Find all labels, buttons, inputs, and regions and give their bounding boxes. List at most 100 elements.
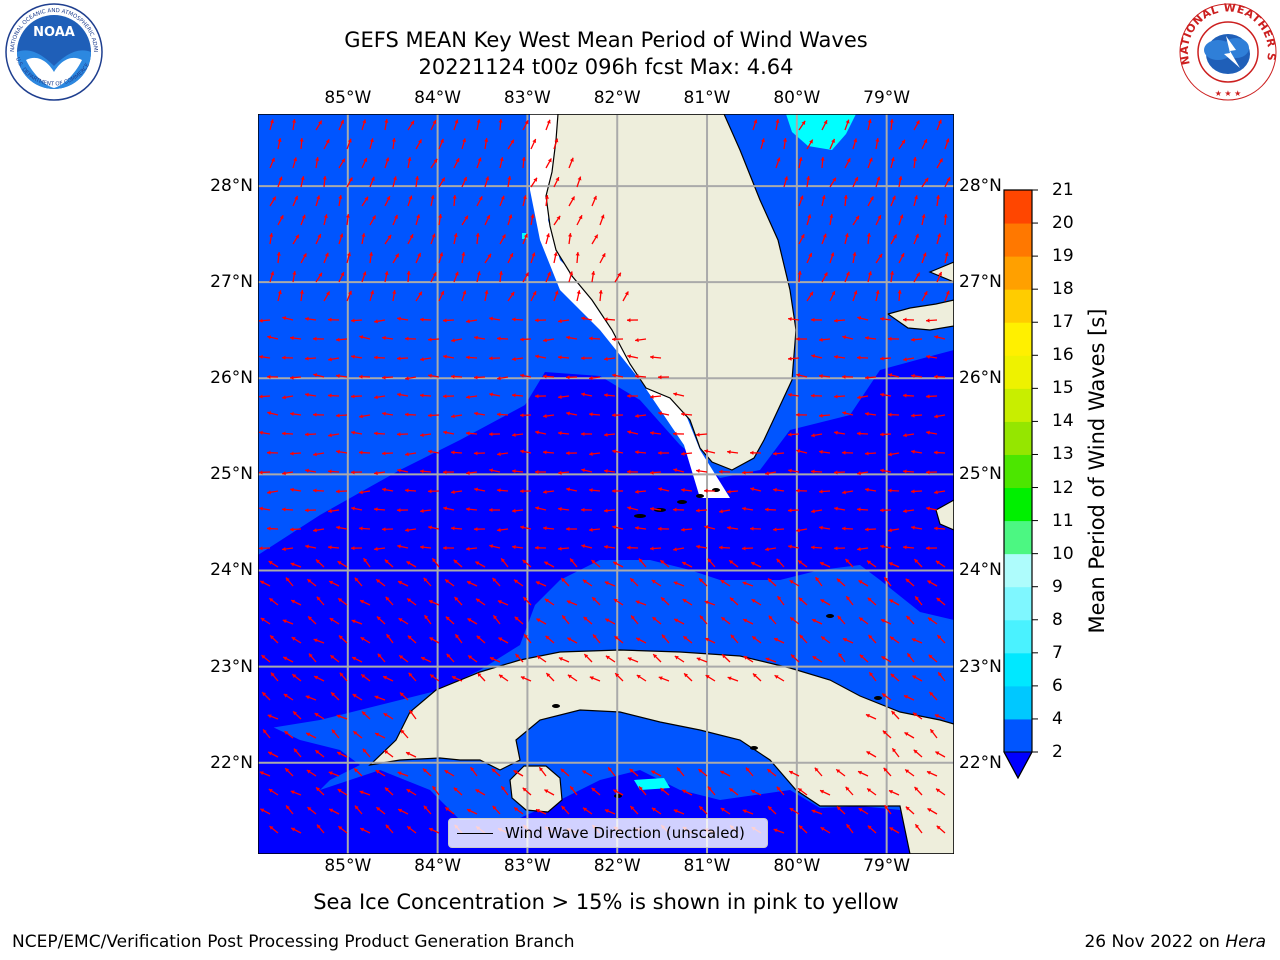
wave-direction-arrow [629, 768, 639, 777]
wave-direction-arrow [846, 823, 854, 834]
colorbar-tick-label: 18 [1052, 279, 1074, 300]
wave-direction-arrow [795, 412, 808, 417]
wave-direction-arrow [815, 576, 823, 587]
bottom-tick-label: 80°W [773, 856, 821, 876]
left-tick-label: 28°N [210, 176, 253, 197]
wave-direction-arrow [864, 375, 877, 380]
wave-direction-arrow [475, 788, 486, 796]
colorbar-tick-label: 13 [1052, 444, 1074, 465]
colorbar-segment [1004, 289, 1032, 323]
wave-direction-arrow [358, 526, 371, 531]
wave-direction-arrow [430, 119, 437, 131]
wave-direction-arrow [419, 317, 432, 322]
wave-direction-arrow [492, 805, 501, 815]
top-tick-label: 83°W [503, 88, 551, 108]
wave-direction-arrow [408, 672, 417, 682]
wave-direction-arrow [276, 251, 281, 264]
wave-direction-arrow [327, 469, 340, 474]
wave-direction-arrow [844, 157, 851, 169]
wave-direction-arrow [859, 654, 869, 663]
wave-direction-arrow [707, 786, 716, 796]
wave-direction-arrow [553, 138, 559, 150]
wave-direction-arrow [452, 194, 457, 207]
wave-direction-arrow [765, 657, 777, 663]
colorbar-segment [1004, 388, 1032, 422]
wave-direction-arrow [888, 789, 900, 796]
wave-direction-arrow [926, 354, 938, 359]
wave-direction-arrow [751, 598, 762, 606]
wave-direction-arrow [568, 157, 574, 169]
wave-direction-arrow [337, 560, 348, 568]
wave-direction-arrow [519, 413, 532, 418]
wave-direction-arrow [568, 271, 574, 283]
wave-direction-arrow [292, 710, 302, 720]
wave-direction-arrow [821, 195, 826, 207]
wind-wave-direction-arrows [258, 118, 951, 834]
wave-direction-arrow [451, 675, 463, 682]
wave-direction-arrow [904, 769, 915, 777]
wave-direction-arrow [350, 394, 363, 399]
wave-direction-arrow [299, 137, 304, 150]
wave-direction-arrow [427, 413, 440, 418]
wave-direction-arrow [935, 751, 946, 758]
wave-direction-arrow [857, 316, 869, 321]
wave-direction-arrow [543, 489, 555, 494]
wave-direction-arrow [260, 617, 271, 625]
wave-direction-arrow [489, 392, 501, 397]
wave-direction-arrow [612, 525, 624, 530]
wave-direction-arrow [921, 214, 926, 226]
wave-direction-arrow [443, 354, 455, 359]
right-tick-label: 22°N [959, 752, 1002, 773]
wave-direction-arrow [514, 616, 524, 625]
wave-direction-arrow [521, 156, 526, 169]
wave-direction-arrow [473, 527, 486, 532]
wave-direction-arrow [492, 614, 501, 625]
wave-direction-arrow [925, 318, 938, 323]
wave-direction-arrow [604, 809, 616, 815]
wave-direction-arrow [406, 788, 417, 796]
wave-direction-arrow [381, 451, 394, 456]
wave-direction-arrow [374, 319, 386, 324]
wave-direction-arrow [323, 252, 329, 264]
wave-direction-arrow [810, 317, 823, 322]
wave-direction-arrow [292, 195, 299, 207]
wave-direction-arrow [476, 271, 481, 283]
wave-direction-arrow [352, 693, 363, 701]
wave-direction-arrow [841, 374, 854, 379]
wave-direction-arrow [852, 138, 858, 150]
wave-direction-arrow [330, 691, 340, 701]
wave-direction-arrow [266, 450, 279, 455]
wave-direction-arrow [927, 580, 938, 587]
wave-direction-arrow [491, 768, 501, 777]
wave-direction-arrow [903, 357, 915, 362]
colorbar-tick-label: 14 [1052, 411, 1074, 432]
wave-direction-arrow [282, 471, 294, 476]
wave-direction-arrow [359, 790, 371, 796]
wave-direction-arrow [652, 653, 662, 663]
wave-direction-arrow [604, 544, 616, 549]
wave-direction-arrow [696, 657, 708, 663]
wave-direction-arrow [673, 392, 685, 397]
wave-direction-arrow [914, 595, 923, 606]
wave-direction-arrow [789, 616, 800, 625]
wave-direction-arrow [522, 559, 532, 568]
wave-direction-arrow [910, 413, 923, 418]
wave-direction-arrow [385, 824, 394, 834]
wave-direction-arrow [772, 527, 785, 532]
bottom-tick-label: 82°W [593, 856, 641, 876]
wave-direction-arrow [336, 751, 348, 758]
colorbar-tick-label: 19 [1052, 246, 1074, 267]
wave-direction-arrow [398, 617, 409, 625]
wave-direction-arrow [544, 195, 549, 207]
wave-direction-arrow [798, 195, 804, 207]
wave-direction-arrow [369, 290, 375, 302]
wave-direction-arrow [626, 469, 639, 474]
wave-direction-arrow [362, 748, 371, 758]
wave-direction-arrow [674, 655, 685, 663]
wave-direction-arrow [535, 469, 546, 475]
wave-direction-arrow [269, 634, 279, 644]
wave-direction-arrow [727, 676, 739, 682]
wave-direction-arrow [888, 373, 900, 378]
wave-direction-arrow [565, 375, 578, 380]
wave-direction-arrow [696, 468, 708, 473]
